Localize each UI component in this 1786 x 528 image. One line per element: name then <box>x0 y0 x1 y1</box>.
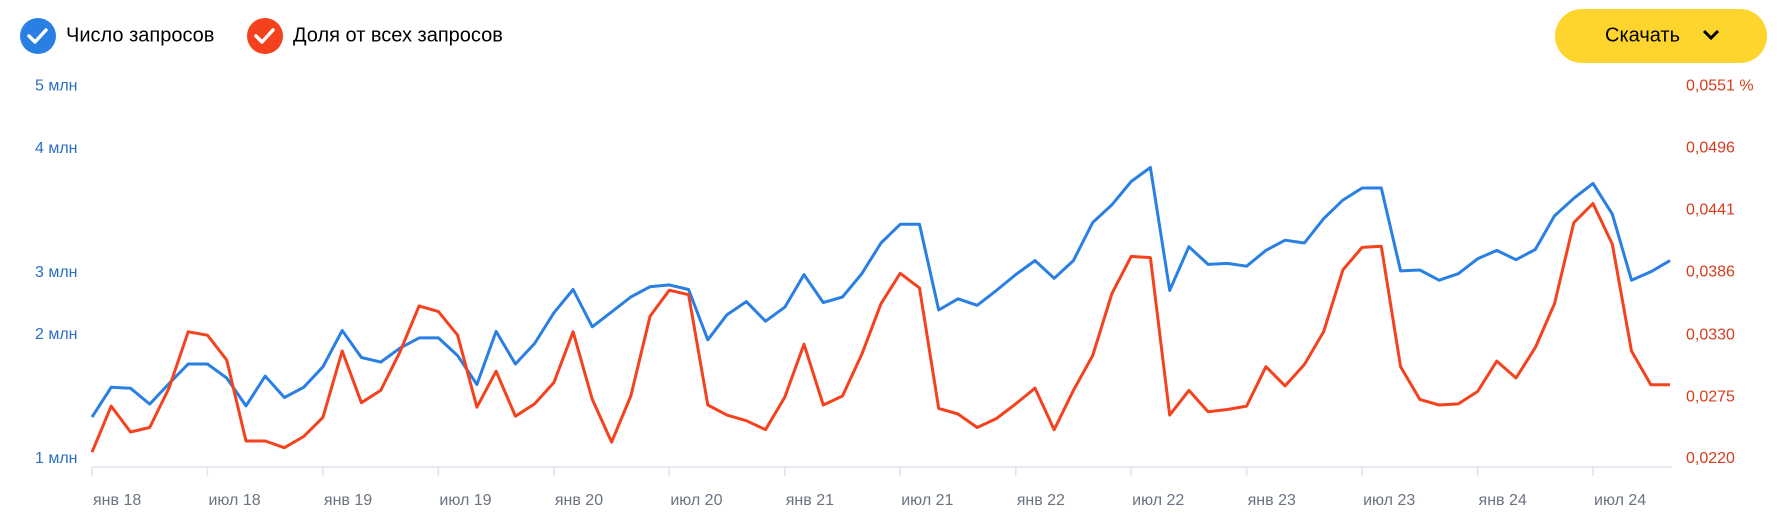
x-tick-label: июл 21 <box>901 492 953 509</box>
x-tick-label: июл 23 <box>1363 492 1415 509</box>
x-tick-label: июл 20 <box>670 492 722 509</box>
series-line <box>90 202 1670 453</box>
check-icon <box>254 28 275 44</box>
check-icon <box>27 28 48 44</box>
x-tick-label: янв 23 <box>1248 492 1296 509</box>
button-bg <box>1555 9 1767 63</box>
x-tick-label: янв 21 <box>786 492 834 509</box>
x-tick-label: янв 20 <box>555 492 603 509</box>
x-tick-label: июл 22 <box>1132 492 1184 509</box>
download-button[interactable]: Скачать <box>1555 9 1767 63</box>
y2-tick-label: 0,0220 <box>1686 450 1735 467</box>
y2-tick-label: 0,0551 % <box>1686 78 1754 95</box>
x-tick-label: июл 24 <box>1594 492 1646 509</box>
y-tick-label: 3 млн <box>35 264 78 281</box>
button-label: Скачать <box>1605 24 1680 46</box>
legend-check <box>247 18 283 54</box>
x-tick-label: июл 18 <box>208 492 260 509</box>
y-tick-label: 4 млн <box>35 140 78 157</box>
x-tick-label: июл 19 <box>439 492 491 509</box>
x-tick-label: янв 19 <box>324 492 372 509</box>
y2-tick-label: 0,0330 <box>1686 326 1735 343</box>
chevron-icon <box>1702 29 1720 41</box>
y-tick-label: 1 млн <box>35 450 78 467</box>
legend-label: Число запросов <box>66 24 214 46</box>
y-tick-label: 2 млн <box>35 326 78 343</box>
x-tick-label: янв 22 <box>1017 492 1065 509</box>
y2-tick-label: 0,0441 <box>1686 202 1735 219</box>
y2-tick-label: 0,0386 <box>1686 263 1735 280</box>
series-line <box>90 166 1671 418</box>
legend-label: Доля от всех запросов <box>293 24 503 46</box>
legend-item[interactable]: Число запросов <box>20 18 214 54</box>
legend-item[interactable]: Доля от всех запросов <box>247 18 503 54</box>
x-tick-label: янв 18 <box>93 492 141 509</box>
y2-tick-label: 0,0275 <box>1686 388 1735 405</box>
y-tick-label: 5 млн <box>35 78 78 95</box>
legend-check <box>20 18 56 54</box>
y2-tick-label: 0,0496 <box>1686 140 1735 157</box>
x-tick-label: янв 24 <box>1479 492 1527 509</box>
